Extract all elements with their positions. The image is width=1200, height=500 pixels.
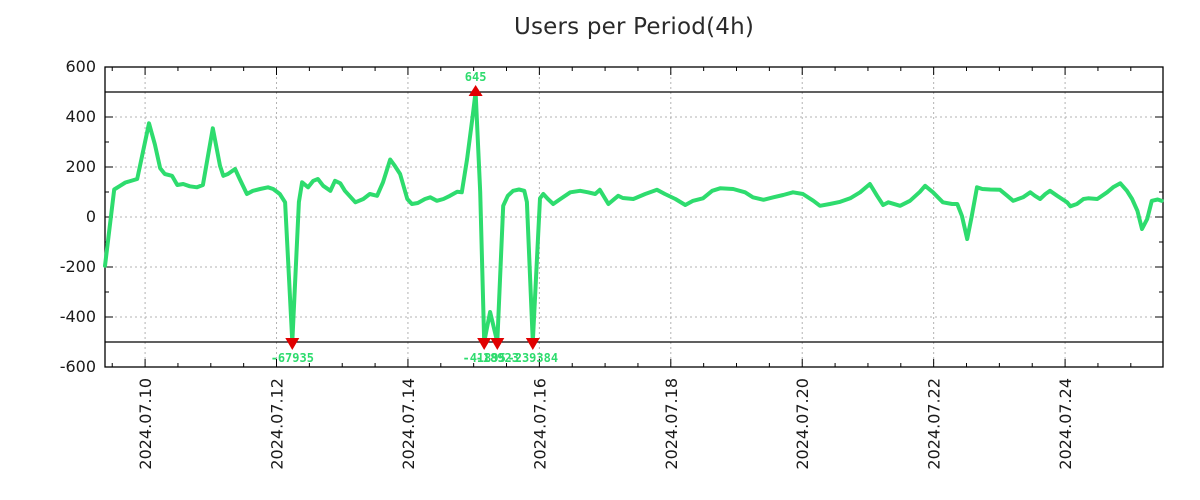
min-marker: [490, 338, 505, 350]
max-annotation-label: 645: [465, 70, 487, 84]
min-annotation-label: -41895: [462, 351, 505, 365]
y-axis-tick-label: 0: [86, 207, 96, 226]
y-axis-tick-label: 200: [65, 157, 96, 176]
max-marker: [468, 85, 483, 96]
min-marker: [477, 338, 492, 350]
min-annotation-label: -18923: [476, 351, 519, 365]
x-axis-tick-label: 2024.07.14: [399, 378, 418, 470]
chart-title: Users per Period(4h): [513, 14, 755, 40]
min-annotation-label: -239384: [508, 351, 559, 365]
users-series-line: [103, 90, 1164, 344]
y-axis-tick-label: -600: [60, 357, 96, 376]
x-axis-tick-label: 2024.07.12: [268, 378, 287, 470]
y-axis-tick-label: 400: [65, 107, 96, 126]
x-axis-tick-label: 2024.07.16: [530, 378, 549, 470]
x-axis-tick-label: 2024.07.10: [136, 378, 155, 470]
x-axis-tick-label: 2024.07.22: [925, 378, 944, 470]
x-axis-tick-label: 2024.07.20: [793, 378, 812, 470]
y-axis-tick-label: -200: [60, 257, 96, 276]
plot-border: [104, 66, 1164, 368]
min-annotation-label: -67935: [271, 351, 314, 365]
min-marker: [525, 338, 540, 350]
min-marker: [285, 338, 300, 350]
y-axis-tick-label: 600: [65, 57, 96, 76]
y-axis-tick-label: -400: [60, 307, 96, 326]
x-axis-tick-label: 2024.07.24: [1056, 378, 1075, 470]
x-axis-tick-label: 2024.07.18: [662, 378, 681, 470]
